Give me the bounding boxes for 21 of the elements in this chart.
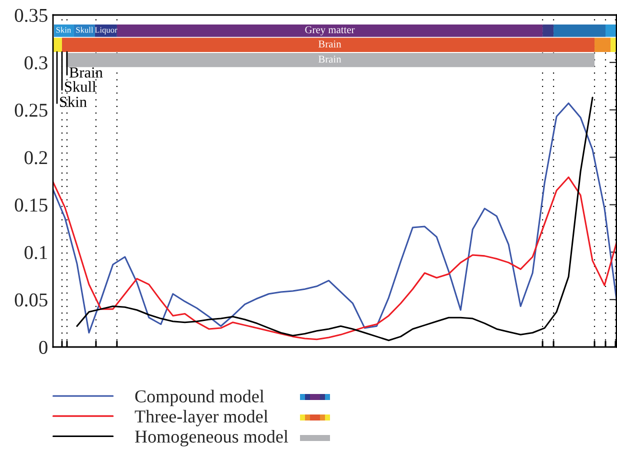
annotation: Brain <box>318 56 342 63</box>
legend-label: Three-layer model <box>134 410 268 426</box>
annotation: Liquor <box>94 27 118 34</box>
annotation: Brain <box>69 67 103 78</box>
y-tick-label: 0.35 <box>14 8 48 22</box>
annotation: Skull <box>76 26 94 33</box>
y-tick-label: 0 <box>39 340 48 354</box>
annotation: Grey matter <box>305 26 355 36</box>
legend-label: Homogeneous model <box>135 430 288 446</box>
annotation: Brain <box>318 40 342 48</box>
y-tick-label: 0.25 <box>14 104 48 117</box>
y-tick-label: 0.05 <box>14 293 48 307</box>
legend-label: Compound model <box>135 390 264 406</box>
y-tick-label: 0.3 <box>24 56 48 70</box>
y-tick-label: 0.1 <box>24 246 47 260</box>
annotation: Skin <box>60 96 87 108</box>
y-tick-label: 0.2 <box>24 151 48 164</box>
line-series <box>53 176 616 340</box>
y-tick-label: 0.15 <box>14 198 48 212</box>
annotation: Skin <box>56 26 72 33</box>
annotation: Skull <box>65 81 96 92</box>
